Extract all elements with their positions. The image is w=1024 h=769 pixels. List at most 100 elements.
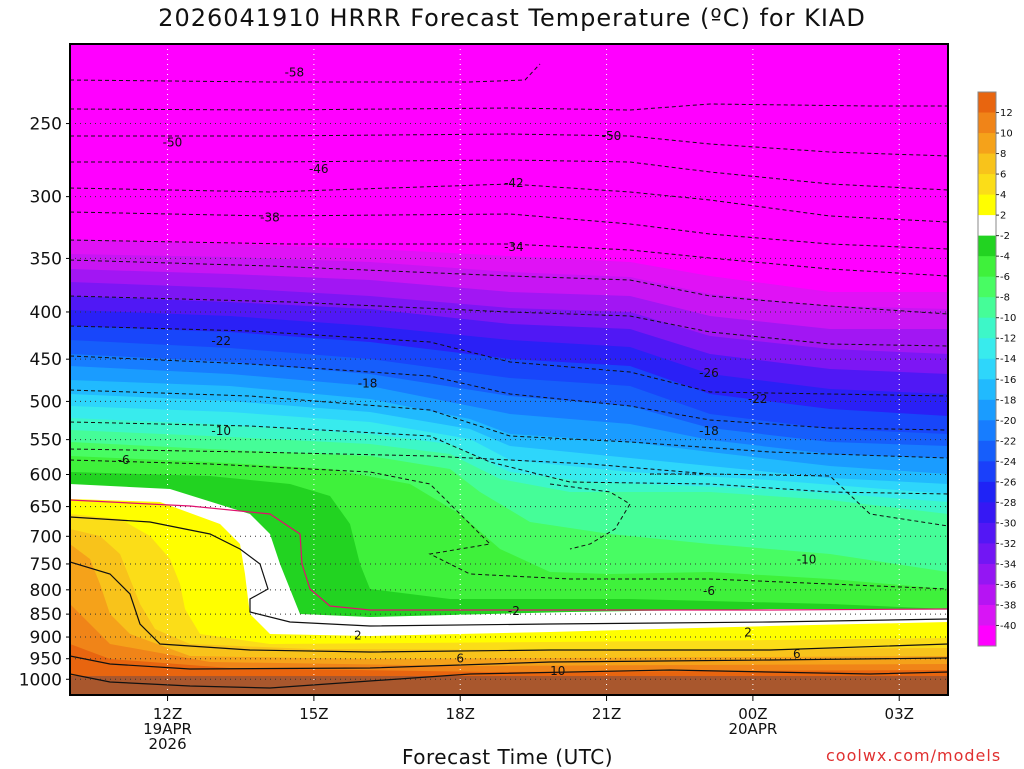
colorbar-label: -6 (1000, 272, 1010, 283)
colorbar-label: 8 (1000, 149, 1006, 160)
contour-line-negative (70, 355, 948, 431)
colorbar-swatch (978, 563, 996, 585)
colorbar-label: -26 (1000, 477, 1016, 488)
y-tick-label: 500 (30, 392, 62, 412)
contour-line-negative (70, 389, 948, 459)
temperature-band (70, 676, 948, 695)
contour-label: -10 (797, 553, 817, 567)
x-tick-label: 15Z (299, 705, 328, 723)
contour-line-negative (70, 239, 948, 277)
colorbar-label: -40 (1000, 621, 1016, 632)
y-tick-label: 400 (30, 303, 62, 323)
colorbar-label: -32 (1000, 539, 1016, 550)
colorbar-label: 6 (1000, 170, 1006, 181)
contour-label: -50 (163, 135, 183, 149)
colorbar-swatch (978, 153, 996, 175)
contour-line-positive (70, 655, 948, 670)
colorbar-swatch (978, 338, 996, 360)
y-tick-label: 650 (30, 498, 62, 518)
colorbar-label: -4 (1000, 252, 1010, 263)
contour-label: 2 (354, 629, 362, 643)
y-tick-label: 600 (30, 466, 62, 486)
colorbar-label: -24 (1000, 457, 1016, 468)
colorbar-label: -18 (1000, 395, 1016, 406)
contour-line-positive (70, 669, 948, 689)
colorbar-swatch (978, 604, 996, 626)
plot-frame (69, 43, 949, 696)
contour-line-negative (70, 448, 711, 475)
colorbar-swatch (978, 379, 996, 401)
x-tick-label: 03Z (885, 705, 914, 723)
colorbar-swatch (978, 174, 996, 196)
y-tick-label: 800 (30, 581, 62, 601)
colorbar-label: -8 (1000, 293, 1010, 304)
colorbar-swatch (978, 399, 996, 421)
y-tick-label: 450 (30, 350, 62, 370)
colorbar-swatch (978, 625, 996, 647)
colorbar-swatch (978, 133, 996, 155)
contour-line-negative (70, 103, 948, 111)
contour-label: 2 (744, 626, 752, 640)
colorbar-swatch (978, 194, 996, 216)
colorbar-swatch (978, 481, 996, 503)
contour-line-negative (70, 421, 948, 495)
contour-label: -6 (118, 453, 130, 467)
colorbar-swatch (978, 317, 996, 339)
colorbar-label: 10 (1000, 129, 1013, 140)
colorbar-label: 12 (1000, 108, 1013, 119)
contour-label: -22 (748, 392, 768, 406)
colorbar-swatch (978, 215, 996, 237)
contour-line-negative (70, 325, 948, 397)
contour-label: -46 (309, 162, 329, 176)
x-tick-label: 19APR (143, 720, 192, 738)
colorbar-swatch (978, 584, 996, 606)
colorbar-label: 2 (1000, 211, 1006, 222)
y-tick-label: 750 (30, 555, 62, 575)
temperature-band (70, 544, 948, 695)
colorbar-swatch (978, 440, 996, 462)
contour-label: -18 (699, 424, 719, 438)
contour-label: -58 (285, 65, 305, 79)
y-tick-label: 250 (30, 115, 62, 135)
colorbar-label: -30 (1000, 518, 1016, 529)
x-tick-label: 00Z (738, 705, 767, 723)
y-tick-label: 900 (30, 628, 62, 648)
contour-line-negative (70, 133, 948, 157)
contour-label: -38 (260, 210, 280, 224)
contour-line-negative (70, 211, 948, 250)
x-tick-label: 12Z (153, 705, 182, 723)
contour-line-negative (70, 159, 948, 191)
contour-label: 6 (456, 652, 464, 666)
colorbar-label: -10 (1000, 313, 1016, 324)
colorbar-label: -12 (1000, 334, 1016, 345)
x-tick-label: 20APR (728, 720, 777, 738)
colorbar-swatch (978, 297, 996, 319)
contour-line-positive (70, 561, 948, 653)
contour-line-negative (70, 183, 948, 223)
contour-line-negative (70, 459, 948, 590)
y-tick-label: 550 (30, 431, 62, 451)
y-tick-label: 1000 (19, 670, 62, 690)
freezing-line (70, 499, 948, 611)
colorbar-label: -22 (1000, 436, 1016, 447)
colorbar-label: -2 (1000, 231, 1010, 242)
contour-lines (70, 63, 948, 689)
colorbar: 12 10 8 6 4 2 -2 -4 -6 -8 -10 -12 -14 -16 -18 -20 -22 -24… (977, 91, 1016, 647)
colorbar-frame (977, 91, 997, 647)
contour-label: -18 (358, 376, 378, 390)
contour-line-negative (70, 295, 948, 347)
colorbar-label: -14 (1000, 354, 1016, 365)
colorbar-label: 4 (1000, 190, 1006, 201)
colorbar-swatch (978, 420, 996, 442)
contour-line-positive (70, 516, 948, 627)
colorbar-swatch (978, 461, 996, 483)
temperature-band (70, 529, 948, 695)
contour-label: -50 (602, 129, 622, 143)
x-tick-label: 18Z (446, 705, 475, 723)
x-axis-label: Forecast Time (UTC) (402, 745, 614, 769)
colorbar-label: -20 (1000, 416, 1016, 427)
colorbar-label: -28 (1000, 498, 1016, 509)
colorbar-swatch (978, 358, 996, 380)
